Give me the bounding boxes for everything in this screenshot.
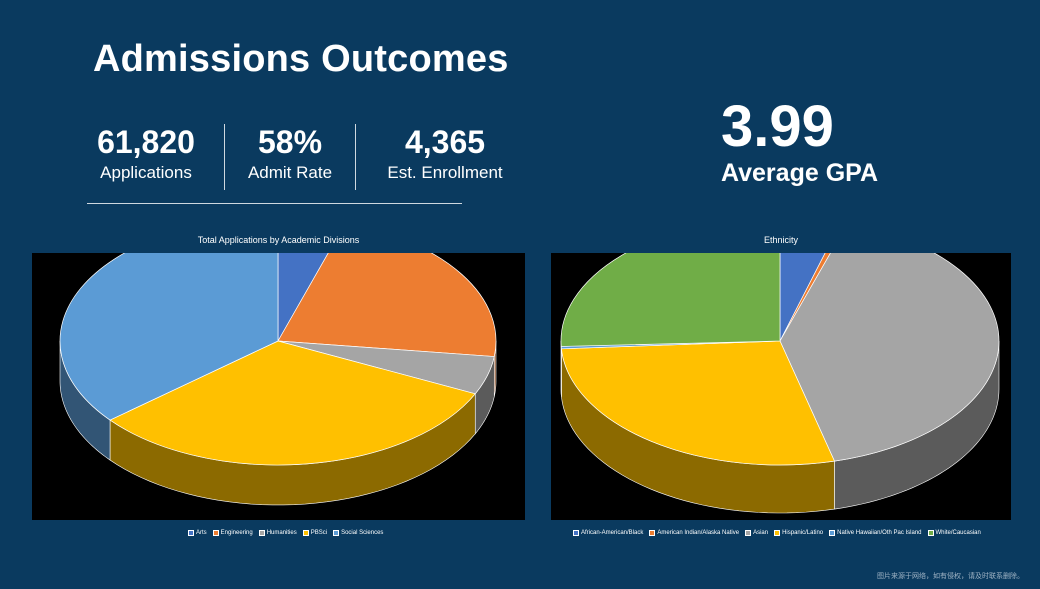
chart-2-legend-swatch — [745, 530, 752, 536]
chart-2-legend-label: Native Hawaiian/Oth Pac Island — [837, 530, 922, 536]
chart-2-legend-item: Hispanic/Latino — [774, 530, 823, 536]
stat-applications-value: 61,820 — [97, 124, 195, 160]
gpa-label: Average GPA — [721, 159, 879, 187]
stat-enrollment-value: 4,365 — [404, 124, 486, 160]
chart-2-slice-asian — [779, 253, 1000, 462]
chart-2-legend-swatch — [829, 530, 836, 536]
chart-1-slice-engineering — [277, 253, 497, 357]
chart-1-legend-item: Humanities — [258, 530, 297, 536]
stat-divider — [355, 124, 356, 190]
chart-2-legend-label: White/Caucasian — [935, 530, 981, 536]
chart-2-legend-swatch — [927, 530, 934, 536]
chart-2-slice-hispanic-latino — [561, 340, 835, 466]
chart-2-slice-white-caucasian — [560, 253, 781, 347]
chart-1-legend-swatch — [188, 530, 194, 536]
chart-2-legend-label: Asian — [753, 530, 769, 536]
chart-1-legend-label: Social Sciences — [341, 530, 384, 536]
chart-1-legend-item: Arts — [188, 530, 207, 536]
chart-2-legend-swatch — [649, 530, 656, 536]
chart-2-legend-label: African-American/Black — [581, 530, 644, 536]
stat-enrollment-label: Est. Enrollment — [387, 163, 503, 182]
chart-2-legend-item: Native Hawaiian/Oth Pac Island — [829, 530, 922, 536]
chart-2-title: Ethnicity — [763, 235, 798, 245]
chart-2-svg — [560, 253, 1000, 514]
chart-2-legend-item: Asian — [745, 530, 768, 536]
watermark-text: 图片来源于网络，如有侵权，请及时联系删除。 — [877, 573, 1024, 580]
chart-1-svg — [59, 253, 497, 506]
chart-2-plot-area — [551, 253, 1011, 520]
chart-1-legend-swatch — [212, 530, 219, 536]
chart-1-legend-item: Social Sciences — [333, 530, 383, 536]
stat-applications-label: Applications — [100, 163, 192, 182]
chart-2-legend-item: American Indian/Alaska Native — [649, 530, 739, 536]
chart-1-legend-item: PBSci — [302, 530, 328, 536]
stat-admit-rate: 58% Admit Rate — [232, 124, 348, 184]
chart-2-legend-swatch — [774, 530, 781, 536]
gpa-block: 3.99 Average GPA — [721, 96, 878, 188]
chart-1-legend-label: PBSci — [310, 530, 328, 536]
chart-1-legend: Arts Engineering Humanities PBSci Social Sci… — [188, 530, 383, 536]
chart-1-legend-swatch — [302, 530, 309, 536]
chart-2-legend-label: Hispanic/Latino — [782, 530, 824, 536]
chart-2-legend: African-American/Black American Indian/Al… — [573, 530, 981, 536]
page-title: Admissions Outcomes — [93, 38, 509, 80]
chart-2-legend-label: American Indian/Alaska Native — [657, 530, 740, 536]
stat-admit-rate-label: Admit Rate — [247, 163, 333, 182]
stats-underline — [87, 203, 462, 204]
chart-1-title: Total Applications by Academic Divisions — [197, 235, 360, 245]
chart-1-legend-label: Engineering — [220, 530, 253, 536]
chart-1-legend-swatch — [333, 530, 340, 536]
chart-2-legend-item: White/Caucasian — [927, 530, 981, 536]
chart-1-legend-item: Engineering — [212, 530, 253, 536]
chart-2-legend-swatch — [573, 530, 579, 536]
chart-1-legend-label: Arts — [196, 530, 207, 536]
gpa-value: 3.99 — [721, 94, 834, 159]
chart-2-legend-item: African-American/Black — [573, 530, 643, 536]
chart-1-legend-swatch — [258, 530, 265, 536]
chart-1-slice-social-sciences — [59, 253, 279, 421]
stat-divider — [224, 124, 225, 190]
chart-1-legend-label: Humanities — [266, 530, 297, 536]
stat-enrollment: 4,365 Est. Enrollment — [374, 124, 516, 184]
chart-1-slice-pbsci — [109, 340, 476, 466]
stat-applications: 61,820 Applications — [88, 124, 204, 184]
stat-admit-rate-value: 58% — [257, 124, 323, 160]
chart-1-plot-area — [32, 253, 525, 520]
